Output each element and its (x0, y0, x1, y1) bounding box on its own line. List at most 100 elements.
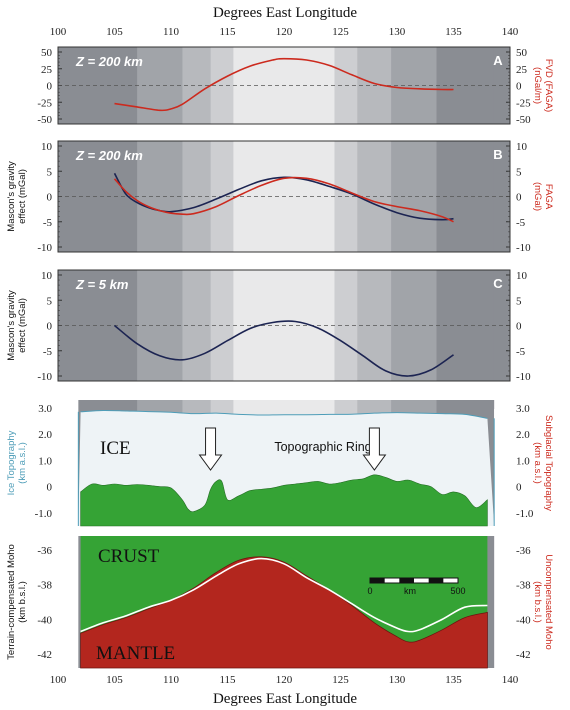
y-tick-label-right: 0 (516, 81, 522, 93)
y-tick-label-right: 1.0 (516, 455, 530, 467)
panel-frame (57, 140, 511, 253)
scale-bar-segment (370, 578, 385, 583)
y-tick-label-right: -5 (516, 217, 526, 229)
y-tick-label-right: 0 (516, 482, 522, 494)
y-axis-title-right-line: (km a.s.l.) (532, 442, 543, 484)
y-tick-label-left: 2.0 (38, 429, 52, 441)
panel-letter: C (493, 276, 503, 291)
scale-bar-start: 0 (367, 586, 372, 596)
depth-annotation: Z = 5 km (75, 277, 129, 292)
x-tick-label-top: 120 (276, 26, 293, 38)
y-tick-label-right: -42 (516, 649, 531, 661)
y-tick-label-left: -36 (37, 545, 52, 557)
x-tick-label-bottom: 110 (163, 674, 180, 686)
scale-bar-unit: km (404, 586, 416, 596)
y-axis-title-left: Mascon's gravityeffect (mGal) (6, 290, 28, 361)
y-tick-label-left: -1.0 (35, 508, 53, 520)
panel-letter: E (494, 542, 503, 557)
topographic-ring-label: Topographic Ring (274, 440, 371, 454)
y-tick-label-right: 3.0 (516, 403, 530, 415)
y-axis-title-left-line: effect (mGal) (17, 298, 28, 353)
y-axis-title-left-line: Mascon's gravity (6, 290, 17, 361)
y-tick-label-right: 5 (516, 166, 522, 178)
y-axis-title-left-line: (km b.s.l.) (17, 581, 28, 623)
down-arrow (362, 427, 387, 471)
x-tick-label-top: 140 (502, 26, 519, 38)
scale-bar-segment (428, 578, 444, 583)
y-axis-title-right: FVD (FAGA)(nGal/m) (532, 59, 554, 112)
y-tick-label-left: 3.0 (38, 403, 52, 415)
x-tick-label-bottom: 100 (50, 674, 67, 686)
x-tick-label-top: 135 (445, 26, 462, 38)
y-tick-label-left: -10 (37, 242, 52, 254)
panel-frame (57, 46, 511, 125)
y-tick-label-right: 25 (516, 64, 528, 76)
y-tick-label-left: 0 (47, 81, 53, 93)
y-tick-label-left: -5 (43, 217, 53, 229)
x-tick-label-bottom: 140 (502, 674, 519, 686)
series-line-red (114, 57, 454, 112)
panel-A: 50 50 25 25 0 0 -25 -25 -50 -50 Z = 200 km A FVD (FA… (37, 46, 554, 126)
y-axis-title-right-line: (km b.s.l.) (532, 581, 543, 623)
panel-frame (57, 269, 511, 382)
y-tick-label-left: -40 (37, 614, 52, 626)
y-tick-label-left: -38 (37, 580, 52, 592)
y-tick-label-right: -1.0 (516, 508, 534, 520)
y-tick-label-left: 10 (41, 141, 53, 153)
x-tick-label-bottom: 135 (445, 674, 462, 686)
x-tick-label-top: 105 (106, 26, 123, 38)
y-tick-label-left: -5 (43, 346, 53, 358)
panel-B: 10 10 5 5 0 0 -5 -5 -10 -10 Z = 200 km B Mascon's gr… (6, 140, 554, 254)
panel-C: 10 10 5 5 0 0 -5 -5 -10 -10 Z = 5 km C Mascon's grav… (6, 269, 531, 383)
panel-letter: D (493, 406, 502, 421)
x-tick-label-bottom: 105 (106, 674, 123, 686)
ice-label: ICE (100, 438, 131, 459)
scale-bar-end: 500 (450, 586, 465, 596)
down-arrow (198, 427, 223, 471)
series-line-red (113, 176, 454, 223)
y-axis-title-right: Uncompensated Moho(km b.s.l.) (532, 554, 554, 650)
y-tick-label-right: 0 (516, 192, 522, 204)
x-tick-labels-bottom: 100 105 110 115 120 125 130 135 140 (50, 674, 519, 686)
y-tick-label-left: -10 (37, 371, 52, 383)
y-tick-label-right: -38 (516, 580, 531, 592)
y-tick-label-right: 10 (516, 270, 528, 282)
y-tick-label-right: 2.0 (516, 429, 530, 441)
y-tick-label-right: -36 (516, 545, 531, 557)
y-axis-title-right-line: Subglacial Topography (543, 415, 554, 511)
y-tick-label-left: -25 (37, 97, 52, 109)
x-tick-label-top: 125 (332, 26, 349, 38)
y-axis-title-right-line: (mGal) (532, 182, 543, 211)
depth-annotation: Z = 200 km (75, 54, 143, 69)
y-tick-label-right: -10 (516, 242, 531, 254)
y-axis-title-left-line: (km a.s.l.) (17, 442, 28, 484)
y-tick-label-right: 10 (516, 141, 528, 153)
y-axis-title-left-line: effect (mGal) (17, 169, 28, 224)
y-axis-title-right: FAGA(mGal) (532, 182, 554, 211)
mantle-label: MANTLE (96, 643, 175, 664)
y-axis-title-left-line: Terrain-compensated Moho (6, 544, 17, 660)
y-tick-label-left: 1.0 (38, 455, 52, 467)
y-tick-label-left: 25 (41, 64, 53, 76)
y-axis-title-right-line: FVD (FAGA) (543, 59, 554, 112)
x-tick-label-top: 100 (50, 26, 67, 38)
ice-surface-line (80, 409, 488, 419)
y-tick-label-left: 10 (41, 270, 53, 282)
y-tick-label-right: 50 (516, 47, 528, 59)
y-tick-label-left: 50 (41, 47, 53, 59)
scale-bar-segment (399, 578, 414, 583)
x-tick-labels-top: 100 105 110 115 120 125 130 135 140 (50, 26, 519, 38)
series-line-navy (114, 320, 454, 377)
y-tick-label-right: -5 (516, 346, 526, 358)
y-tick-label-right: -10 (516, 371, 531, 383)
y-axis-title-left: Ice Topography(km a.s.l.) (6, 430, 28, 495)
panel-letter: B (493, 147, 502, 162)
y-axis-title-left: Terrain-compensated Moho(km b.s.l.) (6, 544, 28, 660)
panel-D: 3.0 3.0 2.0 2.0 1.0 1.0 0 0 -1.0 -1.0 ICE Topograph… (6, 400, 554, 527)
y-tick-label-right: 0 (516, 321, 522, 333)
y-tick-label-left: 0 (47, 192, 53, 204)
y-tick-label-right: 5 (516, 295, 522, 307)
x-tick-label-top: 115 (219, 26, 236, 38)
